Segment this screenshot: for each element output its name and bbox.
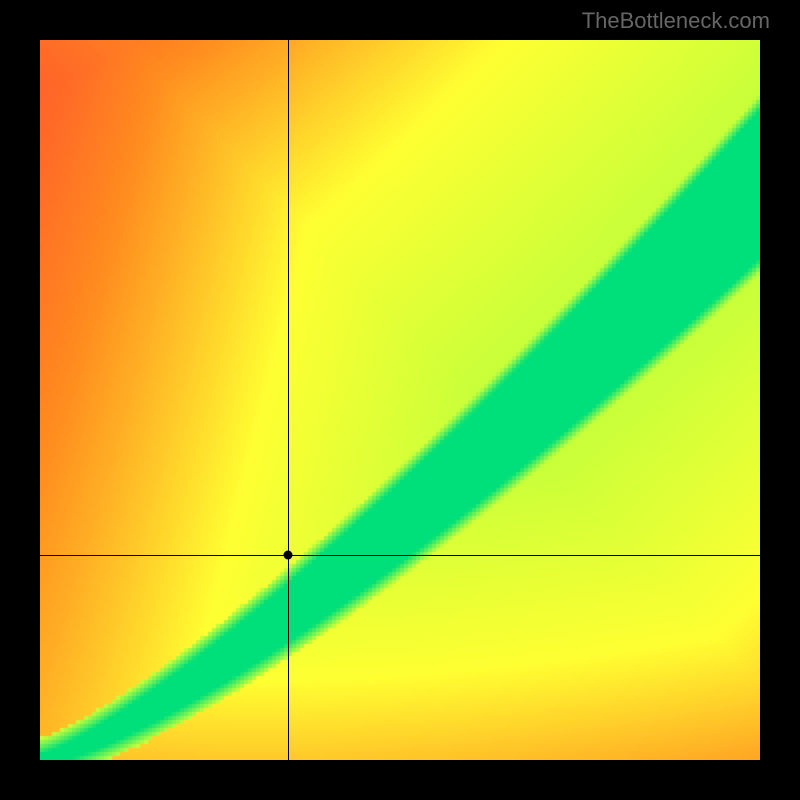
crosshair-horizontal — [40, 555, 760, 556]
watermark-text: TheBottleneck.com — [582, 8, 770, 34]
marker-dot — [284, 550, 293, 559]
chart-container: { "watermark": "TheBottleneck.com", "plo… — [0, 0, 800, 800]
crosshair-vertical — [288, 40, 289, 760]
heatmap-plot — [40, 40, 760, 760]
heatmap-canvas — [40, 40, 760, 760]
